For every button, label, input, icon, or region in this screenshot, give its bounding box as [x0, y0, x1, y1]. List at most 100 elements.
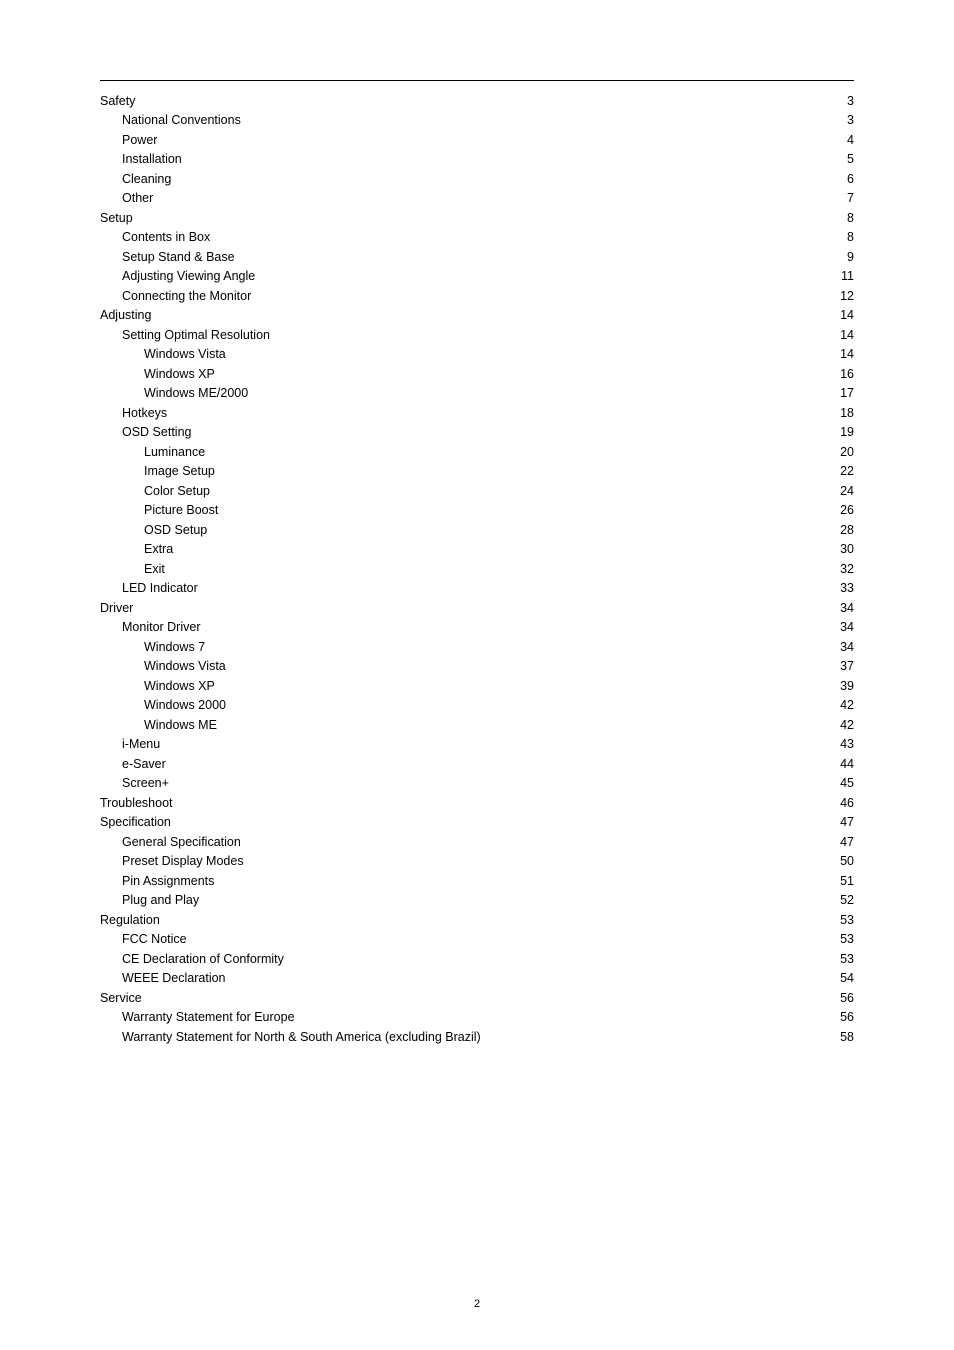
toc-page: 24 [840, 485, 854, 498]
toc-row: Pin Assignments 51 [100, 871, 854, 891]
toc-label: Plug and Play [122, 894, 199, 907]
toc-page: 34 [840, 602, 854, 615]
toc-row: Specification47 [100, 813, 854, 833]
toc-label: Installation [122, 153, 182, 166]
toc-row: Driver 34 [100, 598, 854, 618]
toc-page: 8 [847, 212, 854, 225]
toc-row: CE Declaration of Conformity53 [100, 949, 854, 969]
toc-label: Picture Boost [144, 504, 218, 517]
toc-page: 5 [847, 153, 854, 166]
toc-page: 45 [840, 777, 854, 790]
toc-page: 22 [840, 465, 854, 478]
toc-page: 37 [840, 660, 854, 673]
toc-page: 58 [840, 1031, 854, 1044]
toc-label: FCC Notice [122, 933, 187, 946]
toc-row: e-Saver44 [100, 754, 854, 774]
toc-page: 47 [840, 836, 854, 849]
toc-row: i-Menu43 [100, 735, 854, 755]
toc-page: 52 [840, 894, 854, 907]
toc-row: Preset Display Modes50 [100, 852, 854, 872]
toc-row: Regulation 53 [100, 910, 854, 930]
toc-row: Setup8 [100, 208, 854, 228]
toc-page: 56 [840, 992, 854, 1005]
toc-label: Windows XP [144, 680, 215, 693]
toc-label: General Specification [122, 836, 241, 849]
toc-row: Exit 32 [100, 559, 854, 579]
toc-row: Safety3 [100, 91, 854, 111]
toc-label: Windows 2000 [144, 699, 226, 712]
toc-page: 18 [840, 407, 854, 420]
toc-row: Color Setup24 [100, 481, 854, 501]
toc-page: 26 [840, 504, 854, 517]
toc-row: Warranty Statement for Europe56 [100, 1008, 854, 1028]
toc-label: Service [100, 992, 142, 1005]
toc-page: 19 [840, 426, 854, 439]
toc-row: Windows XP39 [100, 676, 854, 696]
toc-label: Extra [144, 543, 173, 556]
toc-label: Regulation [100, 914, 160, 927]
toc-label: Preset Display Modes [122, 855, 244, 868]
toc-label: Warranty Statement for Europe [122, 1011, 295, 1024]
toc-page: 46 [840, 797, 854, 810]
toc-row: Extra 30 [100, 540, 854, 560]
toc-label: Hotkeys [122, 407, 167, 420]
toc-row: Plug and Play 52 [100, 891, 854, 911]
toc-page: 53 [840, 953, 854, 966]
table-of-contents: Safety3National Conventions3Power4Instal… [100, 91, 854, 1047]
toc-page: 34 [840, 641, 854, 654]
toc-label: Image Setup [144, 465, 215, 478]
toc-label: LED Indicator [122, 582, 198, 595]
page-number: 2 [0, 1298, 954, 1310]
toc-page: 30 [840, 543, 854, 556]
toc-label: Adjusting Viewing Angle [122, 270, 255, 283]
toc-page: 16 [840, 368, 854, 381]
toc-label: Contents in Box [122, 231, 210, 244]
toc-row: Adjusting Viewing Angle 11 [100, 267, 854, 287]
top-rule [100, 80, 854, 81]
toc-label: Safety [100, 95, 135, 108]
toc-label: Windows 7 [144, 641, 205, 654]
toc-row: Windows 200042 [100, 696, 854, 716]
toc-label: Power [122, 134, 157, 147]
toc-label: Windows ME [144, 719, 217, 732]
toc-page: 32 [840, 563, 854, 576]
toc-row: Image Setup 22 [100, 462, 854, 482]
toc-page: 53 [840, 914, 854, 927]
toc-row: Contents in Box 8 [100, 228, 854, 248]
toc-page: 8 [847, 231, 854, 244]
toc-label: Pin Assignments [122, 875, 214, 888]
toc-row: General Specification 47 [100, 832, 854, 852]
toc-label: Setting Optimal Resolution [122, 329, 270, 342]
toc-label: OSD Setting [122, 426, 191, 439]
toc-label: Windows Vista [144, 348, 226, 361]
toc-row: Windows 7 34 [100, 637, 854, 657]
toc-row: Luminance20 [100, 442, 854, 462]
toc-label: Troubleshoot [100, 797, 173, 810]
toc-page: 4 [847, 134, 854, 147]
toc-label: i-Menu [122, 738, 160, 751]
toc-label: OSD Setup [144, 524, 207, 537]
toc-row: OSD Setup28 [100, 520, 854, 540]
toc-row: Windows ME/200017 [100, 384, 854, 404]
toc-label: Exit [144, 563, 165, 576]
toc-page: 51 [840, 875, 854, 888]
toc-page: 17 [840, 387, 854, 400]
toc-page: 7 [847, 192, 854, 205]
toc-row: Cleaning6 [100, 169, 854, 189]
toc-page: 6 [847, 173, 854, 186]
toc-label: Driver [100, 602, 133, 615]
toc-label: National Conventions [122, 114, 241, 127]
toc-row: Service 56 [100, 988, 854, 1008]
toc-page: 12 [840, 290, 854, 303]
toc-row: Windows ME42 [100, 715, 854, 735]
toc-page: 11 [841, 270, 854, 283]
toc-page: 14 [840, 329, 854, 342]
toc-row: Troubleshoot 46 [100, 793, 854, 813]
toc-row: Power 4 [100, 130, 854, 150]
toc-page: 53 [840, 933, 854, 946]
toc-row: Picture Boost 26 [100, 501, 854, 521]
toc-label: Specification [100, 816, 171, 829]
toc-row: Windows Vista37 [100, 657, 854, 677]
toc-row: Windows Vista14 [100, 345, 854, 365]
toc-label: e-Saver [122, 758, 166, 771]
